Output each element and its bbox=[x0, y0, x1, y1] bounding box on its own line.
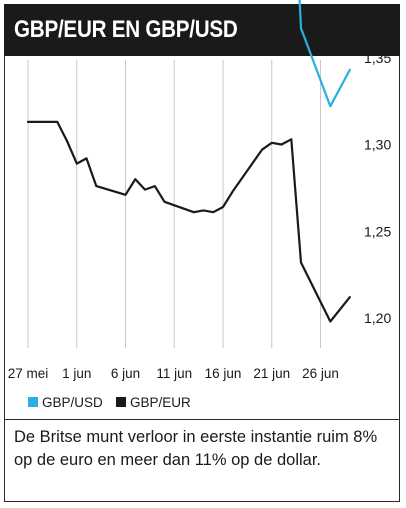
title-bar: GBP/EUR EN GBP/USD bbox=[4, 4, 400, 56]
y-tick-label: 1,30 bbox=[364, 137, 391, 153]
chart-caption: De Britse munt verloor in eerste instant… bbox=[14, 428, 378, 469]
y-tick-label: 1,25 bbox=[364, 223, 391, 239]
y-tick-label: 1,20 bbox=[364, 310, 391, 326]
x-tick-label: 1 jun bbox=[62, 366, 91, 381]
legend-swatch-gbp-eur bbox=[116, 397, 126, 407]
y-tick-label: 1,35 bbox=[364, 50, 391, 66]
caption-divider bbox=[4, 419, 400, 420]
axis-layer: 27 mei 1 jun 6 jun 11 jun 16 jun 21 jun 26 jun… bbox=[8, 50, 392, 381]
legend-label-gbp-usd: GBP/USD bbox=[42, 395, 103, 410]
x-tick-label: 6 jun bbox=[111, 366, 140, 381]
chart-title: GBP/EUR EN GBP/USD bbox=[14, 16, 238, 43]
x-tick-label: 11 jun bbox=[156, 366, 192, 381]
grid-layer bbox=[27, 60, 321, 348]
x-tick-label: 16 jun bbox=[205, 366, 242, 381]
x-tick-label: 26 jun bbox=[302, 366, 339, 381]
series-line-gbp-eur bbox=[26, 120, 351, 323]
series-layer bbox=[26, 0, 351, 323]
legend-swatch-gbp-usd bbox=[28, 397, 38, 407]
legend-label-gbp-eur: GBP/EUR bbox=[130, 395, 191, 410]
legend: GBP/USD GBP/EUR bbox=[28, 395, 191, 410]
x-tick-label: 27 mei bbox=[8, 366, 49, 381]
x-tick-label: 21 jun bbox=[253, 366, 290, 381]
